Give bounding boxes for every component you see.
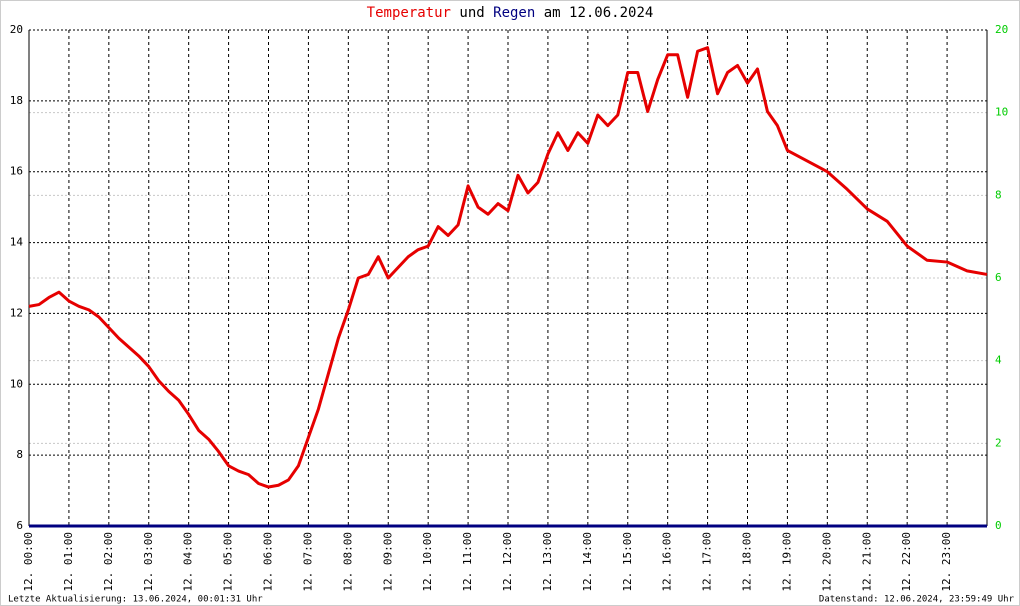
x-tick-label: 12. 13:00 [541, 532, 554, 592]
y-tick-label: 18 [10, 94, 23, 107]
y-tick-label: 20 [10, 23, 23, 36]
y-tick-label: 8 [16, 448, 23, 461]
x-tick-label: 12. 05:00 [222, 532, 235, 592]
x-tick-label: 12. 12:00 [501, 532, 514, 592]
y2-tick-label: 6 [995, 271, 1002, 284]
x-tick-label: 12. 19:00 [780, 532, 793, 592]
y2-tick-label: 8 [995, 188, 1002, 201]
x-tick-label: 12. 09:00 [381, 532, 394, 592]
title-part: Temperatur [367, 5, 451, 21]
y-tick-label: 6 [16, 519, 23, 532]
x-tick-label: 12. 11:00 [461, 532, 474, 592]
x-tick-label: 12. 08:00 [341, 532, 354, 592]
y-tick-label: 14 [10, 236, 24, 249]
x-tick-label: 12. 18:00 [741, 532, 754, 592]
x-tick-label: 12. 06:00 [262, 532, 275, 592]
footer-right: Datenstand: 12.06.2024, 23:59:49 Uhr [819, 595, 1015, 605]
y2-tick-label: 20 [995, 23, 1008, 36]
y-tick-label: 12 [10, 306, 23, 319]
x-tick-label: 12. 07:00 [301, 532, 314, 592]
footer-left: Letzte Aktualisierung: 13.06.2024, 00:01… [8, 595, 263, 605]
x-tick-label: 12. 04:00 [182, 532, 195, 592]
x-tick-label: 12. 20:00 [820, 532, 833, 592]
series-line [28, 46, 988, 489]
y-tick-label: 10 [10, 377, 23, 390]
y2-tick-label: 0 [995, 519, 1002, 532]
x-tick-label: 12. 10:00 [421, 532, 434, 592]
x-tick-label: 12. 22:00 [900, 532, 913, 592]
title-part: und [459, 5, 484, 21]
x-tick-label: 12. 14:00 [581, 532, 594, 592]
x-tick-label: 12. 01:00 [62, 532, 75, 592]
y2-tick-label: 10 [995, 106, 1008, 119]
x-tick-label: 12. 02:00 [102, 532, 115, 592]
x-tick-label: 12. 00:00 [22, 532, 35, 592]
x-tick-label: 12. 03:00 [142, 532, 155, 592]
title-part: Regen [493, 5, 535, 21]
x-tick-label: 12. 17:00 [701, 532, 714, 592]
y-tick-label: 16 [10, 165, 23, 178]
x-tick-label: 12. 15:00 [621, 532, 634, 592]
chart-title: Temperatur und Regen am 12.06.2024 [367, 5, 654, 21]
x-tick-label: 12. 23:00 [940, 532, 953, 592]
title-part: am 12.06.2024 [544, 5, 654, 21]
x-tick-label: 12. 16:00 [661, 532, 674, 592]
x-tick-label: 12. 21:00 [860, 532, 873, 592]
y2-tick-label: 4 [995, 354, 1002, 367]
y2-tick-label: 2 [995, 436, 1002, 449]
